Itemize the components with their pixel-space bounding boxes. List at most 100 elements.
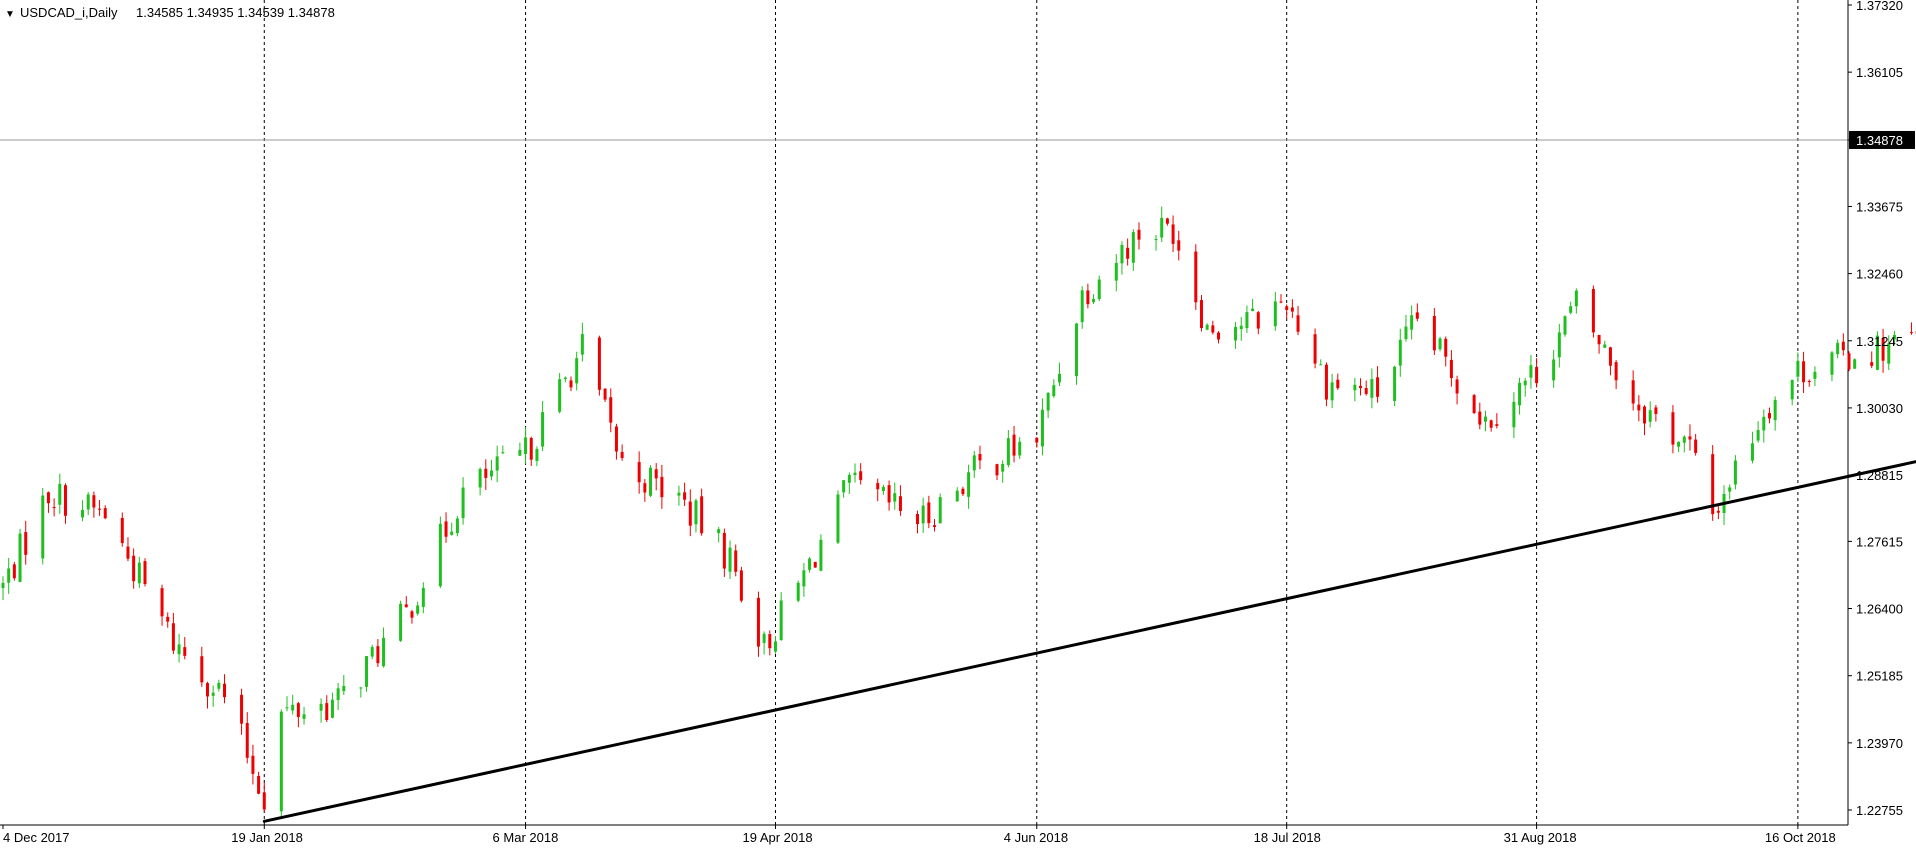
- bear-candle: [996, 464, 999, 475]
- bull-candle: [1796, 361, 1799, 377]
- y-tick-label: 1.33675: [1856, 199, 1903, 214]
- bull-candle: [1081, 290, 1084, 322]
- bull-candle: [1393, 367, 1396, 401]
- bear-candle: [1314, 334, 1317, 363]
- bear-candle: [121, 518, 124, 543]
- bull-candle: [967, 472, 970, 497]
- bear-candle: [757, 598, 760, 647]
- bear-candle: [92, 495, 95, 507]
- y-tick-label: 1.27615: [1856, 534, 1903, 549]
- bear-candle: [183, 647, 186, 656]
- bull-candle: [842, 480, 845, 492]
- y-tick-label: 1.28815: [1856, 468, 1903, 483]
- bear-candle: [740, 570, 743, 600]
- bull-candle: [1410, 315, 1413, 329]
- bull-candle: [1370, 379, 1373, 398]
- bear-candle: [98, 509, 101, 510]
- bear-candle: [1694, 440, 1697, 453]
- bear-candle: [933, 525, 936, 527]
- bear-candle: [615, 426, 618, 451]
- triangle-down-icon[interactable]: ▼: [5, 9, 15, 20]
- bull-candle: [1728, 487, 1731, 491]
- bull-candle: [1603, 344, 1606, 347]
- ohlc-readout: 1.34585 1.34935 1.34539 1.34878: [136, 5, 335, 20]
- bear-candle: [1444, 339, 1447, 357]
- bear-candle: [64, 485, 67, 516]
- bull-candle: [518, 450, 521, 456]
- bull-candle: [1240, 326, 1243, 329]
- bull-candle: [1518, 383, 1521, 405]
- bull-candle: [1512, 402, 1515, 427]
- bear-candle: [660, 477, 663, 497]
- bull-candle: [1251, 309, 1254, 311]
- bull-candle: [1319, 364, 1322, 365]
- bear-candle: [1126, 248, 1129, 259]
- bull-candle: [797, 583, 800, 601]
- bull-candle: [575, 358, 578, 383]
- x-tick-label: 19 Jan 2018: [231, 830, 303, 845]
- x-tick-label: 4 Dec 2017: [3, 830, 70, 845]
- chart-header: ▼ USDCAD_i,Daily 1.34585 1.34935 1.34539…: [5, 5, 335, 20]
- bull-candle: [19, 533, 22, 581]
- bull-candle: [382, 638, 385, 666]
- bear-candle: [1297, 315, 1300, 331]
- bull-candle: [1115, 263, 1118, 281]
- bull-candle: [581, 334, 584, 354]
- y-tick-label: 1.23970: [1856, 736, 1903, 751]
- bear-candle: [223, 684, 226, 697]
- bull-candle: [303, 714, 306, 719]
- bull-candle: [1052, 385, 1055, 396]
- bear-candle: [1870, 362, 1873, 366]
- bull-candle: [541, 412, 544, 446]
- bear-candle: [1592, 289, 1595, 332]
- bull-candle: [320, 704, 323, 711]
- bear-candle: [1416, 312, 1419, 318]
- bull-candle: [802, 570, 805, 586]
- y-tick-label: 1.32460: [1856, 267, 1903, 282]
- bull-candle: [1836, 343, 1839, 354]
- bull-candle: [1058, 374, 1061, 383]
- bear-candle: [530, 438, 533, 460]
- x-tick-label: 31 Aug 2018: [1504, 830, 1577, 845]
- bull-candle: [1331, 382, 1334, 400]
- bull-candle: [1649, 410, 1652, 422]
- bull-candle: [973, 455, 976, 470]
- x-tick-label: 4 Jun 2018: [1004, 830, 1068, 845]
- bear-candle: [251, 756, 254, 774]
- bear-candle: [888, 485, 891, 502]
- bear-candle: [246, 723, 249, 758]
- bear-candle: [1808, 381, 1811, 382]
- bear-candle: [144, 561, 147, 584]
- bear-candle: [325, 703, 328, 720]
- bear-candle: [1172, 224, 1175, 243]
- bear-candle: [166, 617, 169, 622]
- bear-candle: [257, 776, 260, 794]
- bull-candle: [371, 647, 374, 657]
- bear-candle: [916, 514, 919, 524]
- y-tick-label: 1.36105: [1856, 65, 1903, 80]
- bull-candle: [882, 487, 885, 491]
- x-tick-label: 18 Jul 2018: [1254, 830, 1321, 845]
- bear-candle: [1325, 365, 1328, 400]
- x-tick-label: 6 Mar 2018: [493, 830, 559, 845]
- bull-candle: [1751, 443, 1754, 460]
- bull-candle: [399, 604, 402, 641]
- bull-candle: [1206, 325, 1209, 330]
- bull-candle: [337, 688, 340, 700]
- bull-candle: [763, 634, 766, 643]
- bull-candle: [501, 452, 504, 453]
- bull-candle: [1234, 327, 1237, 340]
- bull-candle: [2, 583, 5, 588]
- bear-candle: [126, 547, 129, 559]
- bear-candle: [1211, 325, 1214, 332]
- bear-candle: [638, 462, 641, 482]
- bear-candle: [1291, 307, 1294, 311]
- bull-candle: [7, 569, 10, 583]
- bull-candle: [286, 707, 289, 708]
- bear-candle: [1598, 335, 1601, 344]
- bear-candle: [1456, 379, 1459, 393]
- bear-candle: [484, 469, 487, 478]
